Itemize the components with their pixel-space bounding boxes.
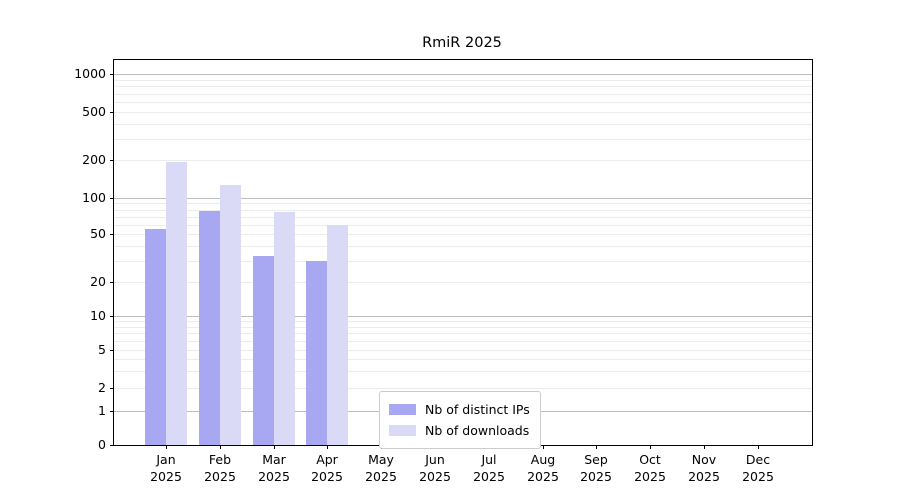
- y-tick-mark: [110, 198, 114, 199]
- gridline-minor: [114, 160, 812, 161]
- gridline-minor: [114, 333, 812, 334]
- y-tick-mark: [110, 316, 114, 317]
- x-tick-mark: [704, 445, 705, 449]
- y-tick-mark: [110, 411, 114, 412]
- bar-downloads-apr: [327, 225, 348, 445]
- y-tick-label: 1: [98, 403, 106, 418]
- gridline-major: [114, 316, 812, 317]
- gridline-minor: [114, 86, 812, 87]
- x-tick-mark: [758, 445, 759, 449]
- gridline-minor: [114, 203, 812, 204]
- x-tick-label: Dec 2025: [742, 452, 774, 484]
- y-tick-mark: [110, 388, 114, 389]
- y-tick-mark: [110, 282, 114, 283]
- y-tick-label: 0: [98, 437, 106, 452]
- gridline-minor: [114, 371, 812, 372]
- gridline-major: [114, 198, 812, 199]
- bar-distinct-ips-mar: [253, 256, 274, 445]
- x-tick-label: Nov 2025: [688, 452, 720, 484]
- y-tick-mark: [110, 160, 114, 161]
- x-tick-label: Aug 2025: [527, 452, 559, 484]
- x-tick-label: May 2025: [365, 452, 397, 484]
- gridline-minor: [114, 327, 812, 328]
- x-tick-mark: [543, 445, 544, 449]
- bar-downloads-jan: [166, 162, 187, 445]
- gridline-minor: [114, 94, 812, 95]
- legend-item-distinct-ips: Nb of distinct IPs: [389, 399, 530, 420]
- x-tick-mark: [650, 445, 651, 449]
- gridline-major: [114, 74, 812, 75]
- x-tick-label: Sep 2025: [580, 452, 612, 484]
- gridline-minor: [114, 225, 812, 226]
- legend-swatch-distinct-ips: [389, 404, 416, 415]
- x-tick-mark: [220, 445, 221, 449]
- gridline-minor: [114, 112, 812, 113]
- y-tick-label: 50: [90, 226, 106, 241]
- bar-downloads-feb: [220, 185, 241, 445]
- x-tick-label: Jul 2025: [473, 452, 505, 484]
- y-tick-label: 1000: [74, 66, 106, 81]
- gridline-minor: [114, 388, 812, 389]
- gridline-minor: [114, 139, 812, 140]
- x-tick-label: Oct 2025: [634, 452, 666, 484]
- bar-downloads-mar: [274, 212, 295, 445]
- gridline-minor: [114, 124, 812, 125]
- gridline-minor: [114, 246, 812, 247]
- y-tick-label: 500: [82, 104, 106, 119]
- y-tick-mark: [110, 234, 114, 235]
- gridline-minor: [114, 359, 812, 360]
- legend: Nb of distinct IPs Nb of downloads: [379, 391, 541, 449]
- bar-distinct-ips-jan: [145, 229, 166, 445]
- gridline-minor: [114, 217, 812, 218]
- y-tick-label: 10: [90, 308, 106, 323]
- chart-title: RmiR 2025: [422, 35, 502, 51]
- x-tick-mark: [274, 445, 275, 449]
- y-tick-label: 20: [90, 274, 106, 289]
- bar-distinct-ips-apr: [306, 261, 327, 445]
- gridline-minor: [114, 350, 812, 351]
- y-tick-mark: [110, 350, 114, 351]
- gridline-minor: [114, 321, 812, 322]
- y-tick-label: 200: [82, 152, 106, 167]
- x-tick-label: Apr 2025: [311, 452, 343, 484]
- x-tick-label: Mar 2025: [258, 452, 290, 484]
- y-tick-label: 5: [98, 342, 106, 357]
- legend-label-distinct-ips: Nb of distinct IPs: [425, 402, 530, 417]
- plot-area: Nb of distinct IPs Nb of downloads 0 1 2 5 1…: [74, 59, 813, 484]
- gridline-minor: [114, 80, 812, 81]
- gridline-minor: [114, 234, 812, 235]
- legend-label-downloads: Nb of downloads: [425, 423, 530, 438]
- bar-distinct-ips-feb: [199, 211, 220, 445]
- x-tick-mark: [596, 445, 597, 449]
- y-tick-mark: [110, 445, 114, 446]
- x-tick-label: Jun 2025: [419, 452, 451, 484]
- legend-swatch-downloads: [389, 425, 416, 436]
- legend-item-downloads: Nb of downloads: [389, 420, 530, 441]
- y-tick-label: 2: [98, 380, 106, 395]
- gridline-minor: [114, 102, 812, 103]
- gridline-minor: [114, 341, 812, 342]
- y-tick-label: 100: [82, 190, 106, 205]
- x-tick-label: Jan 2025: [150, 452, 182, 484]
- gridline-minor: [114, 210, 812, 211]
- gridline-minor: [114, 282, 812, 283]
- x-tick-label: Feb 2025: [204, 452, 236, 484]
- gridline-minor: [114, 261, 812, 262]
- x-tick-mark: [327, 445, 328, 449]
- x-tick-mark: [166, 445, 167, 449]
- y-tick-mark: [110, 112, 114, 113]
- y-tick-mark: [110, 74, 114, 75]
